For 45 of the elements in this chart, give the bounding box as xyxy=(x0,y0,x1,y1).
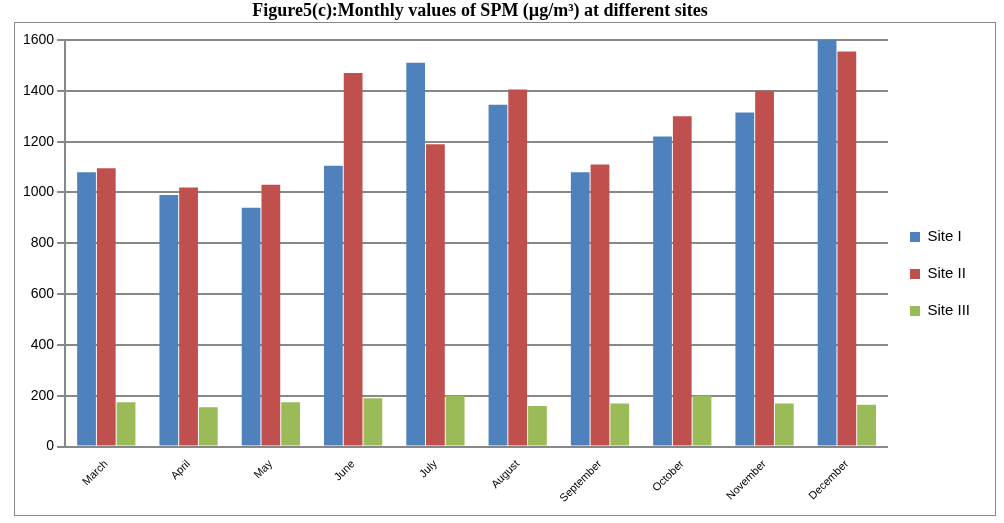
y-tick-label: 800 xyxy=(30,234,55,251)
bar xyxy=(857,404,876,446)
bar xyxy=(508,89,528,446)
bar xyxy=(363,398,383,446)
y-tick-label: 1400 xyxy=(22,81,55,98)
bar xyxy=(570,172,590,446)
bar xyxy=(77,172,96,446)
bar xyxy=(281,402,300,446)
bar xyxy=(426,144,445,446)
bar xyxy=(672,116,692,446)
legend-label: Site II xyxy=(927,264,966,282)
bar xyxy=(116,402,136,446)
bar xyxy=(324,165,343,446)
bar xyxy=(755,90,774,446)
y-tick-label: 1200 xyxy=(22,132,55,149)
bar xyxy=(159,195,179,446)
legend-label: Site III xyxy=(927,301,971,319)
bar xyxy=(406,62,426,446)
bar xyxy=(241,207,261,446)
bar xyxy=(343,73,363,446)
bar xyxy=(179,187,198,446)
bar xyxy=(198,407,218,446)
legend-label: Site I xyxy=(927,227,962,245)
chart-title: Figure5(c):Monthly values of SPM (µg/m³) at different sites xyxy=(251,0,709,21)
x-tick-label: May xyxy=(251,457,275,481)
bar xyxy=(261,184,281,446)
bar xyxy=(837,51,857,446)
bar xyxy=(774,403,794,446)
y-tick-label: 1000 xyxy=(22,183,55,200)
bar xyxy=(488,104,508,446)
y-tick-label: 600 xyxy=(30,285,55,301)
y-tick-label: 200 xyxy=(30,386,55,403)
bar xyxy=(96,168,116,446)
bar xyxy=(528,405,547,446)
y-tick-label: 1600 xyxy=(22,30,55,47)
bar xyxy=(817,40,837,446)
bar xyxy=(692,395,712,446)
bar xyxy=(610,403,630,446)
y-tick-label: 0 xyxy=(46,437,55,454)
bar xyxy=(590,164,610,446)
y-tick-label: 400 xyxy=(30,335,55,352)
bar xyxy=(653,136,672,446)
x-tick-label: July xyxy=(416,457,440,480)
bar xyxy=(445,395,465,446)
bar xyxy=(735,112,755,446)
